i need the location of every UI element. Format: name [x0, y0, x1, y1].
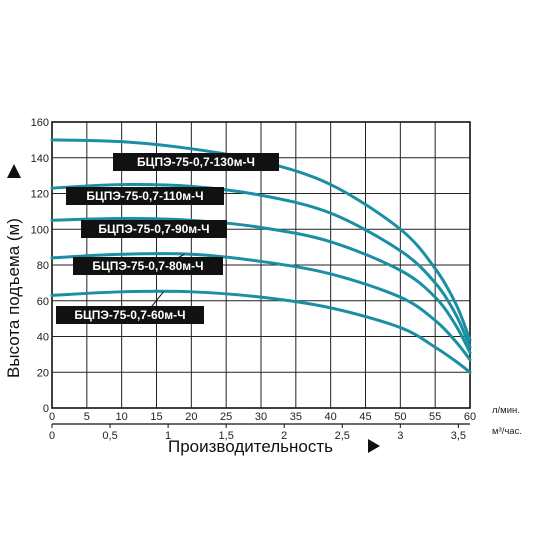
x-axis-arrow-icon — [368, 439, 380, 453]
series-label-box — [56, 306, 204, 324]
x-tick-label-lpm: 45 — [359, 411, 371, 423]
series-label-text: БЦПЭ-75-0,7-60м-Ч — [74, 308, 185, 322]
x-tick-label-m3h: 2 — [281, 430, 287, 442]
x-tick-label-lpm: 5 — [84, 411, 90, 423]
x-tick-label-m3h: 0 — [49, 430, 55, 442]
y-tick-label: 120 — [31, 189, 49, 201]
x-tick-label-m3h: 1 — [165, 430, 171, 442]
y-tick-label: 140 — [31, 153, 49, 165]
x-tick-label-lpm: 35 — [290, 411, 302, 423]
x-tick-label-lpm: 20 — [185, 411, 197, 423]
series-label-box — [66, 187, 224, 205]
series-label-text: БЦПЭ-75-0,7-90м-Ч — [98, 222, 209, 236]
series-label-text: БЦПЭ-75-0,7-130м-Ч — [137, 155, 255, 169]
x-tick-label-m3h: 0,5 — [102, 430, 117, 442]
series-label-text: БЦПЭ-75-0,7-80м-Ч — [92, 259, 203, 273]
x-tick-label-m3h: 3,5 — [451, 430, 466, 442]
series-line-4 — [50, 252, 472, 362]
x-tick-label-lpm: 10 — [116, 411, 128, 423]
series-line-1 — [50, 138, 472, 342]
y-tick-label: 100 — [31, 224, 49, 236]
series-label-box — [113, 153, 279, 171]
series-line-3 — [50, 217, 472, 355]
x-tick-label-lpm: 55 — [429, 411, 441, 423]
y-tick-label: 60 — [37, 296, 49, 308]
series-label-box — [81, 220, 227, 238]
y-tick-label: 80 — [37, 260, 49, 272]
series-label-text: БЦПЭ-75-0,7-110м-Ч — [86, 189, 203, 203]
series-line-2 — [50, 182, 472, 349]
x-tick-label-lpm: 50 — [394, 411, 406, 423]
y-axis-arrow-icon — [7, 164, 21, 178]
series-label-box — [73, 257, 223, 275]
x-axis-title: Производительность — [168, 437, 333, 456]
y-tick-label: 20 — [37, 367, 49, 379]
x-tick-label-lpm: 15 — [150, 411, 162, 423]
y-axis-title: Высота подъема (м) — [4, 218, 23, 378]
y-tick-label: 0 — [43, 403, 49, 415]
chart-series — [50, 138, 472, 374]
y-tick-label: 40 — [37, 332, 49, 344]
y-tick-label: 160 — [31, 117, 49, 129]
x-unit-lpm: л/мин. — [492, 405, 520, 416]
x-tick-label-m3h: 2,5 — [335, 430, 350, 442]
series-line-5 — [50, 289, 472, 374]
x-tick-label-lpm: 60 — [464, 411, 476, 423]
x-tick-label-lpm: 0 — [49, 411, 55, 423]
x-unit-m3h: м³/час. — [492, 426, 522, 437]
x-tick-label-m3h: 1,5 — [219, 430, 234, 442]
x-tick-label-lpm: 40 — [325, 411, 337, 423]
x-tick-label-m3h: 3 — [397, 430, 403, 442]
x-tick-label-lpm: 30 — [255, 411, 267, 423]
x-tick-label-lpm: 25 — [220, 411, 232, 423]
series-labels: БЦПЭ-75-0,7-130м-Ч БЦПЭ-75-0,7-110м-Ч БЦПЭ… — [56, 153, 279, 324]
